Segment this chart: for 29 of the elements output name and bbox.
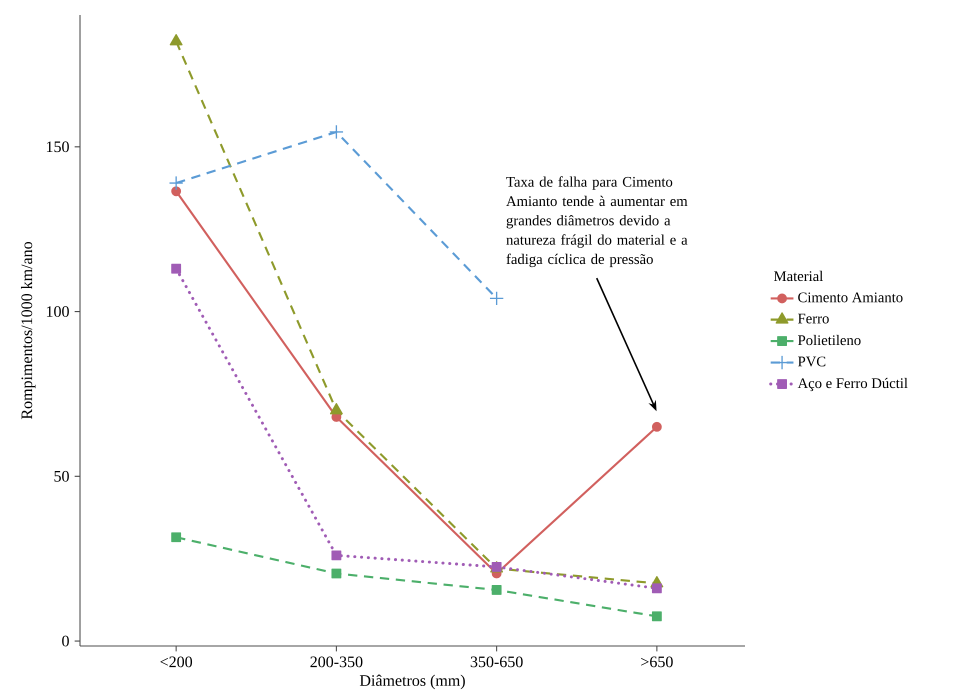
y-axis-title: Rompimentos/1000 km/ano: [20, 242, 36, 420]
point: [331, 550, 342, 560]
point: [489, 291, 504, 306]
point: [171, 264, 182, 274]
x-axis-title: Diâmetros (mm): [360, 674, 465, 690]
point: [492, 585, 502, 595]
legend-label: Cimento Amianto: [798, 292, 903, 302]
point: [171, 186, 182, 196]
point: [652, 583, 662, 594]
y-tick-label: 150: [46, 141, 69, 152]
x-tick-label: <200: [160, 656, 192, 668]
legend-label: Aço e Ferro Dúctil: [798, 378, 908, 392]
point: [168, 176, 184, 190]
point: [652, 422, 662, 432]
x-tick-label: 200-350: [310, 656, 362, 668]
legend-label: Ferro: [798, 314, 829, 324]
legend-title: Material: [774, 270, 823, 282]
legend-label: PVC: [798, 356, 826, 367]
point: [331, 568, 342, 578]
y-tick-label: 0: [62, 636, 69, 646]
legend-label: Polietileno: [798, 334, 861, 346]
y-tick-label: 100: [46, 306, 69, 317]
point: [329, 124, 344, 140]
x-tick-label: 350-650: [470, 656, 523, 668]
annotation: Taxa de falha para Cimento Amianto tende à aumentar em grandes diâmetros devido a natureza frágil do material e a fadiga cíclica de pressão: [506, 176, 688, 268]
point: [652, 611, 662, 622]
x-tick-label: >650: [641, 656, 673, 668]
point: [171, 532, 182, 542]
y-tick-label: 50: [54, 470, 69, 482]
